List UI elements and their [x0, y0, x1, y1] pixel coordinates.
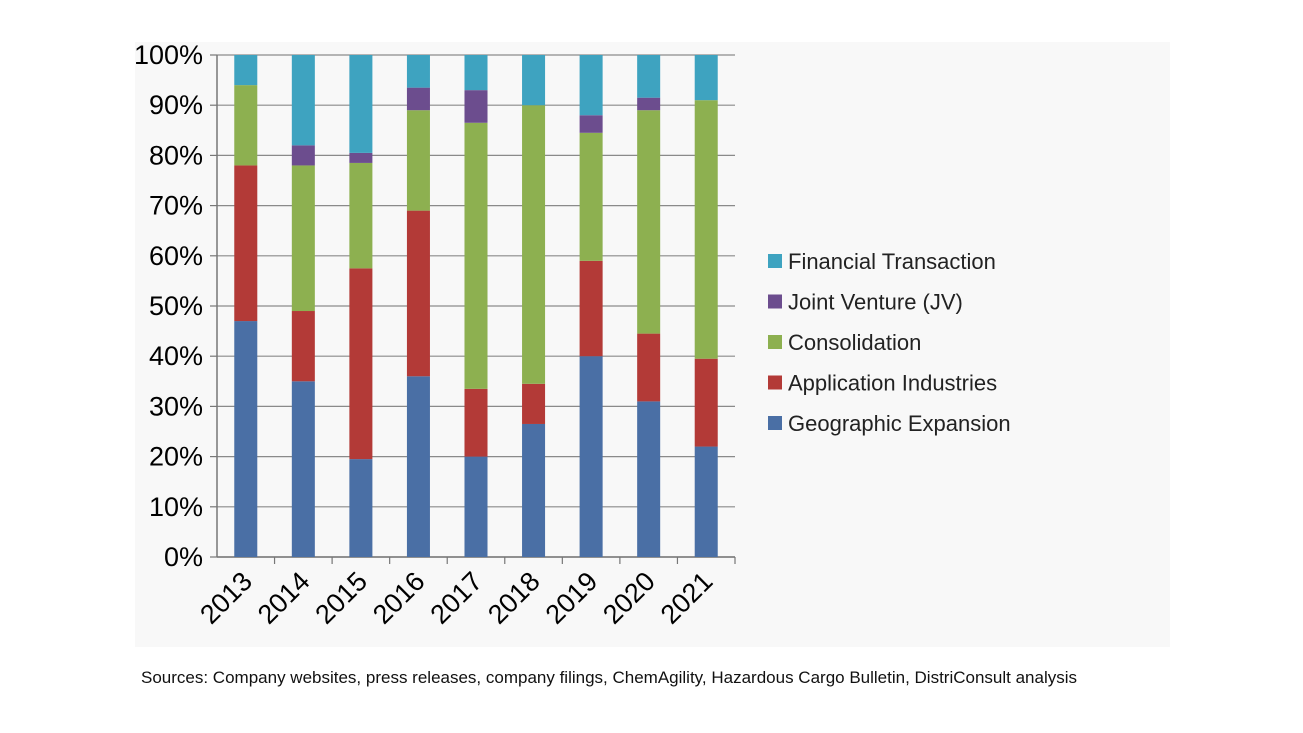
bar-segment — [406, 110, 430, 211]
y-tick-label: 90% — [149, 90, 203, 120]
x-tick-label: 2015 — [309, 566, 373, 630]
bar-segment — [349, 162, 373, 269]
bar-segment — [349, 152, 373, 163]
bar-segment — [464, 456, 488, 557]
bar-segment — [579, 55, 603, 116]
bar-segment — [234, 165, 258, 322]
bar-segment — [349, 459, 373, 557]
bar-segment — [349, 55, 373, 153]
bar-segment — [637, 97, 661, 111]
bar-segment — [522, 383, 546, 424]
legend-label: Joint Venture (JV) — [788, 290, 963, 315]
legend-label: Consolidation — [788, 330, 921, 355]
x-tick-label: 2018 — [482, 566, 546, 630]
bar-segment — [234, 85, 258, 166]
bar-segment — [579, 115, 603, 133]
bar-segment — [579, 260, 603, 357]
bar-segment — [406, 55, 430, 88]
bar-segment — [234, 55, 258, 86]
y-tick-label: 20% — [149, 442, 203, 472]
legend-swatch — [768, 375, 782, 390]
bar-segment — [464, 388, 488, 457]
bar-segment — [694, 100, 718, 359]
legend-swatch — [768, 416, 782, 430]
bar-segment — [406, 210, 430, 377]
bar-segment — [349, 268, 373, 460]
legend-label: Application Industries — [788, 371, 997, 396]
y-tick-label: 50% — [149, 291, 203, 321]
legend-swatch — [768, 335, 782, 349]
y-tick-label: 70% — [149, 191, 203, 221]
bar-segment — [637, 110, 661, 334]
y-tick-label: 80% — [149, 140, 203, 170]
y-tick-label: 30% — [149, 391, 203, 421]
legend-swatch — [768, 294, 782, 309]
legend-label: Geographic Expansion — [788, 411, 1011, 436]
x-tick-label: 2016 — [367, 566, 431, 630]
bar-segment — [291, 311, 315, 382]
bar-segment — [406, 87, 430, 111]
legend-label: Financial Transaction — [788, 249, 996, 274]
y-tick-label: 10% — [149, 492, 203, 522]
y-tick-label: 100% — [134, 40, 203, 70]
bar-segment — [291, 165, 315, 312]
bar-segment — [234, 321, 258, 557]
bar-segment — [464, 55, 488, 91]
y-tick-label: 40% — [149, 341, 203, 371]
bar-segment — [694, 446, 718, 557]
bar-segment — [406, 376, 430, 557]
x-tick-label: 2013 — [194, 566, 258, 630]
bar-segment — [637, 333, 661, 402]
legend-swatch — [768, 254, 782, 268]
x-tick-label: 2019 — [540, 566, 604, 630]
x-tick-label: 2020 — [597, 566, 661, 630]
bar-segment — [579, 356, 603, 557]
bar-segment — [291, 145, 315, 166]
bar-segment — [291, 381, 315, 557]
y-tick-label: 60% — [149, 241, 203, 271]
x-tick-label: 2021 — [655, 566, 719, 630]
bar-segment — [637, 55, 661, 98]
bar-segment — [694, 55, 718, 101]
x-tick-label: 2014 — [252, 566, 316, 630]
bar-segment — [464, 90, 488, 123]
bar-segment — [579, 132, 603, 261]
bar-segment — [522, 105, 546, 384]
bar-segment — [637, 401, 661, 557]
bar-segment — [522, 55, 546, 106]
x-tick-label: 2017 — [425, 566, 489, 630]
bar-segment — [694, 358, 718, 447]
bar-segment — [522, 423, 546, 557]
y-tick-label: 0% — [164, 542, 203, 572]
bar-segment — [291, 55, 315, 146]
bar-segment — [464, 122, 488, 389]
source-note: Sources: Company websites, press release… — [141, 668, 1078, 687]
